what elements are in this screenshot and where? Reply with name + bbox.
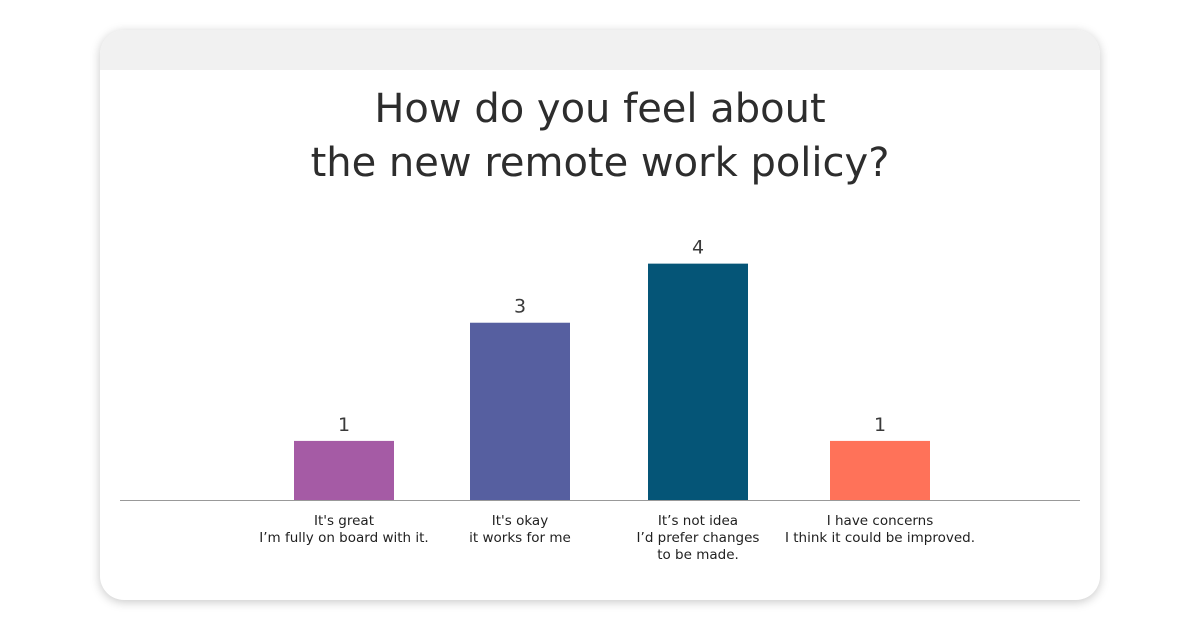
category-label-line: it works for me: [469, 530, 571, 546]
category-label-line: It's great: [314, 513, 374, 529]
bar: [830, 441, 930, 500]
category-label-line: It's okay: [492, 513, 548, 529]
category-label: It’s not idea I’d prefer changes to be mad…: [637, 513, 760, 563]
category-label-line: It’s not idea: [658, 513, 738, 529]
category-label: It's great I’m fully on board with it.: [259, 513, 428, 546]
bar: [648, 264, 748, 500]
value-label: 1: [874, 414, 886, 436]
value-label: 1: [338, 414, 350, 436]
category-label-line: I have concerns: [827, 513, 934, 529]
bar: [470, 323, 570, 500]
bar: [294, 441, 394, 500]
category-label: It's okay it works for me: [469, 513, 571, 546]
value-label: 3: [514, 296, 526, 318]
value-label: 4: [692, 237, 704, 259]
bar-chart: 1 It's great I’m fully on board with it. 3 I…: [100, 30, 1100, 600]
category-label-line: I think it could be improved.: [785, 530, 975, 546]
category-label: I have concerns I think it could be impro…: [785, 513, 975, 546]
category-label-line: to be made.: [657, 547, 739, 563]
poll-card: How do you feel about the new remote wor…: [100, 30, 1100, 600]
category-label-line: I’m fully on board with it.: [259, 530, 428, 546]
category-label-line: I’d prefer changes: [637, 530, 760, 546]
